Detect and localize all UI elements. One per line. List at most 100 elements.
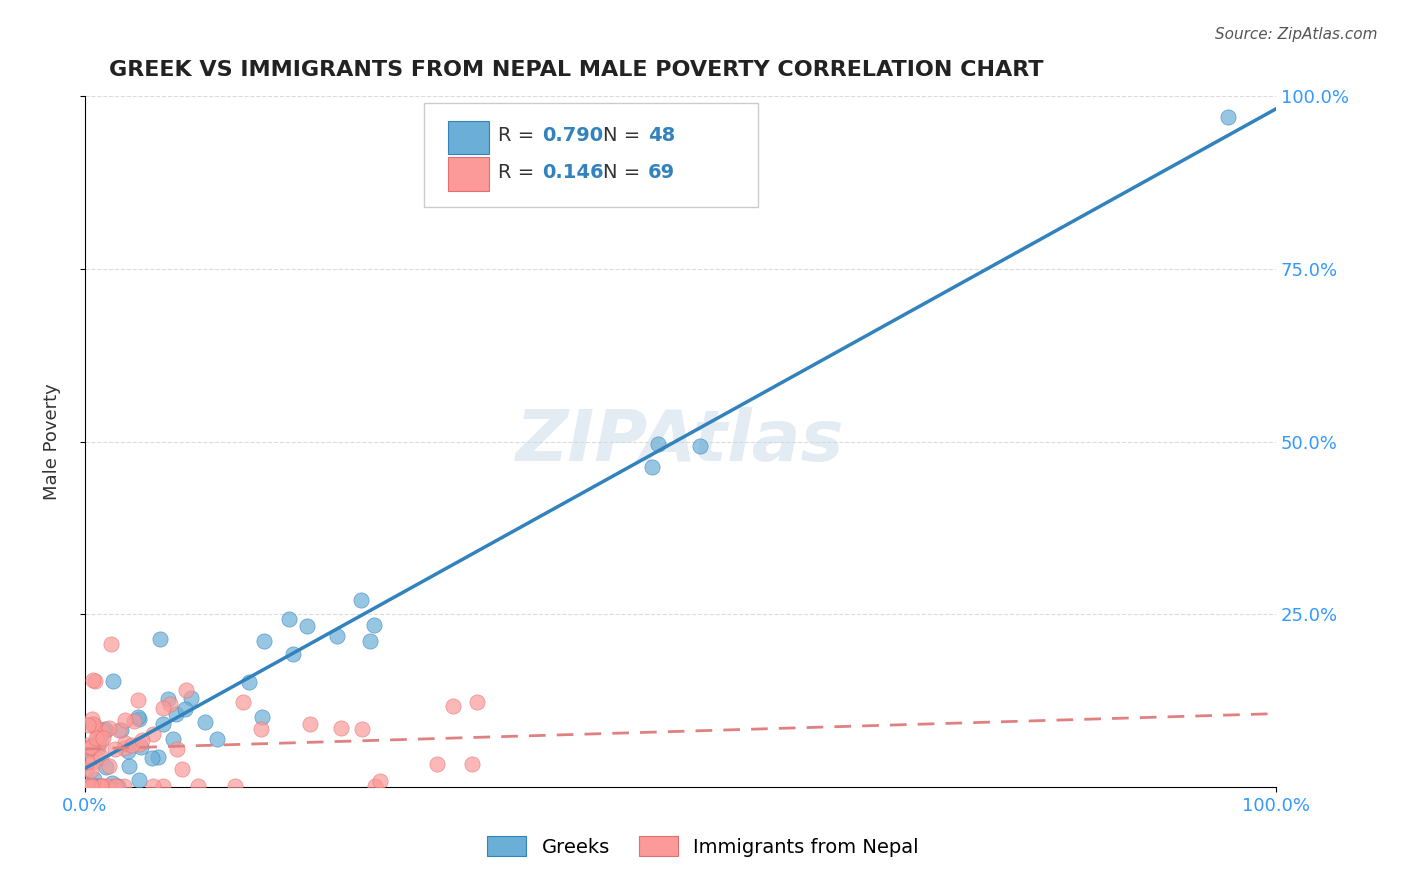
Point bbox=[128, 773, 150, 788]
Point bbox=[238, 675, 260, 690]
Point bbox=[359, 634, 381, 648]
FancyBboxPatch shape bbox=[425, 103, 758, 207]
Point bbox=[249, 722, 271, 736]
Point bbox=[363, 617, 385, 632]
Text: 69: 69 bbox=[648, 163, 675, 182]
Point bbox=[297, 618, 319, 632]
Point bbox=[90, 733, 112, 747]
Point bbox=[162, 731, 184, 746]
Point bbox=[76, 755, 98, 769]
Point bbox=[80, 779, 103, 793]
Point bbox=[83, 719, 105, 733]
Point bbox=[149, 632, 172, 646]
Point bbox=[82, 673, 104, 687]
Point bbox=[443, 698, 465, 713]
Point bbox=[94, 724, 117, 739]
Point bbox=[131, 733, 153, 747]
Point bbox=[364, 779, 387, 793]
Text: N =: N = bbox=[603, 127, 647, 145]
Point bbox=[101, 776, 124, 790]
Point bbox=[90, 750, 112, 764]
Point bbox=[166, 741, 188, 756]
Point bbox=[96, 779, 118, 793]
Point bbox=[96, 760, 118, 774]
Point bbox=[94, 722, 117, 736]
Point bbox=[461, 757, 484, 772]
Point bbox=[465, 695, 488, 709]
Point bbox=[283, 648, 305, 662]
Point bbox=[86, 735, 108, 749]
Point bbox=[101, 673, 124, 688]
Point bbox=[83, 779, 105, 793]
Point bbox=[103, 779, 125, 793]
Point bbox=[224, 779, 246, 793]
Point bbox=[142, 779, 165, 793]
Point bbox=[426, 756, 449, 771]
Point bbox=[114, 736, 136, 750]
Point bbox=[165, 707, 187, 722]
Point bbox=[127, 693, 149, 707]
Point bbox=[75, 762, 97, 776]
Point bbox=[128, 712, 150, 726]
Point bbox=[80, 740, 103, 755]
Point bbox=[174, 683, 197, 698]
FancyBboxPatch shape bbox=[449, 157, 488, 191]
Text: ZIPAtlas: ZIPAtlas bbox=[516, 407, 845, 476]
Point bbox=[87, 779, 110, 793]
Point bbox=[75, 779, 97, 793]
Point bbox=[352, 722, 374, 736]
Point bbox=[100, 637, 122, 651]
Point bbox=[77, 717, 100, 731]
Point bbox=[368, 773, 391, 788]
Point bbox=[152, 716, 174, 731]
Point bbox=[129, 739, 152, 754]
Point bbox=[326, 629, 349, 643]
Point bbox=[647, 436, 669, 450]
Point bbox=[75, 779, 97, 793]
Point bbox=[84, 731, 107, 746]
Point bbox=[146, 750, 169, 764]
Text: 0.146: 0.146 bbox=[543, 163, 603, 182]
Point bbox=[1218, 110, 1240, 124]
Point bbox=[252, 709, 274, 723]
Point bbox=[640, 459, 662, 474]
Point bbox=[180, 691, 202, 706]
Point bbox=[121, 738, 143, 752]
Point bbox=[76, 779, 98, 793]
Point bbox=[298, 716, 321, 731]
Point bbox=[82, 717, 104, 731]
Point bbox=[86, 739, 108, 753]
Point bbox=[87, 733, 110, 747]
Point bbox=[75, 738, 97, 752]
Y-axis label: Male Poverty: Male Poverty bbox=[44, 384, 60, 500]
Text: N =: N = bbox=[603, 163, 647, 182]
Point bbox=[91, 779, 114, 793]
Point bbox=[128, 737, 150, 751]
Point bbox=[174, 701, 197, 715]
Point bbox=[87, 730, 110, 744]
Point bbox=[76, 742, 98, 756]
Point bbox=[76, 779, 98, 793]
Text: GREEK VS IMMIGRANTS FROM NEPAL MALE POVERTY CORRELATION CHART: GREEK VS IMMIGRANTS FROM NEPAL MALE POVE… bbox=[108, 60, 1043, 79]
Point bbox=[91, 731, 114, 745]
Point bbox=[170, 762, 193, 776]
Point bbox=[108, 723, 131, 738]
Point bbox=[107, 779, 129, 793]
Point bbox=[90, 779, 112, 793]
Point bbox=[127, 710, 149, 724]
Point bbox=[156, 691, 179, 706]
Point bbox=[104, 779, 127, 793]
Point bbox=[118, 759, 141, 773]
Point bbox=[122, 714, 145, 729]
Point bbox=[152, 779, 174, 793]
Point bbox=[80, 712, 103, 726]
Text: R =: R = bbox=[498, 127, 540, 145]
Point bbox=[117, 744, 139, 758]
Point bbox=[83, 674, 105, 689]
Point bbox=[110, 723, 132, 737]
Point bbox=[159, 697, 181, 711]
Point bbox=[187, 779, 209, 793]
Point bbox=[152, 700, 174, 714]
Point bbox=[104, 742, 127, 756]
Point bbox=[232, 695, 254, 709]
